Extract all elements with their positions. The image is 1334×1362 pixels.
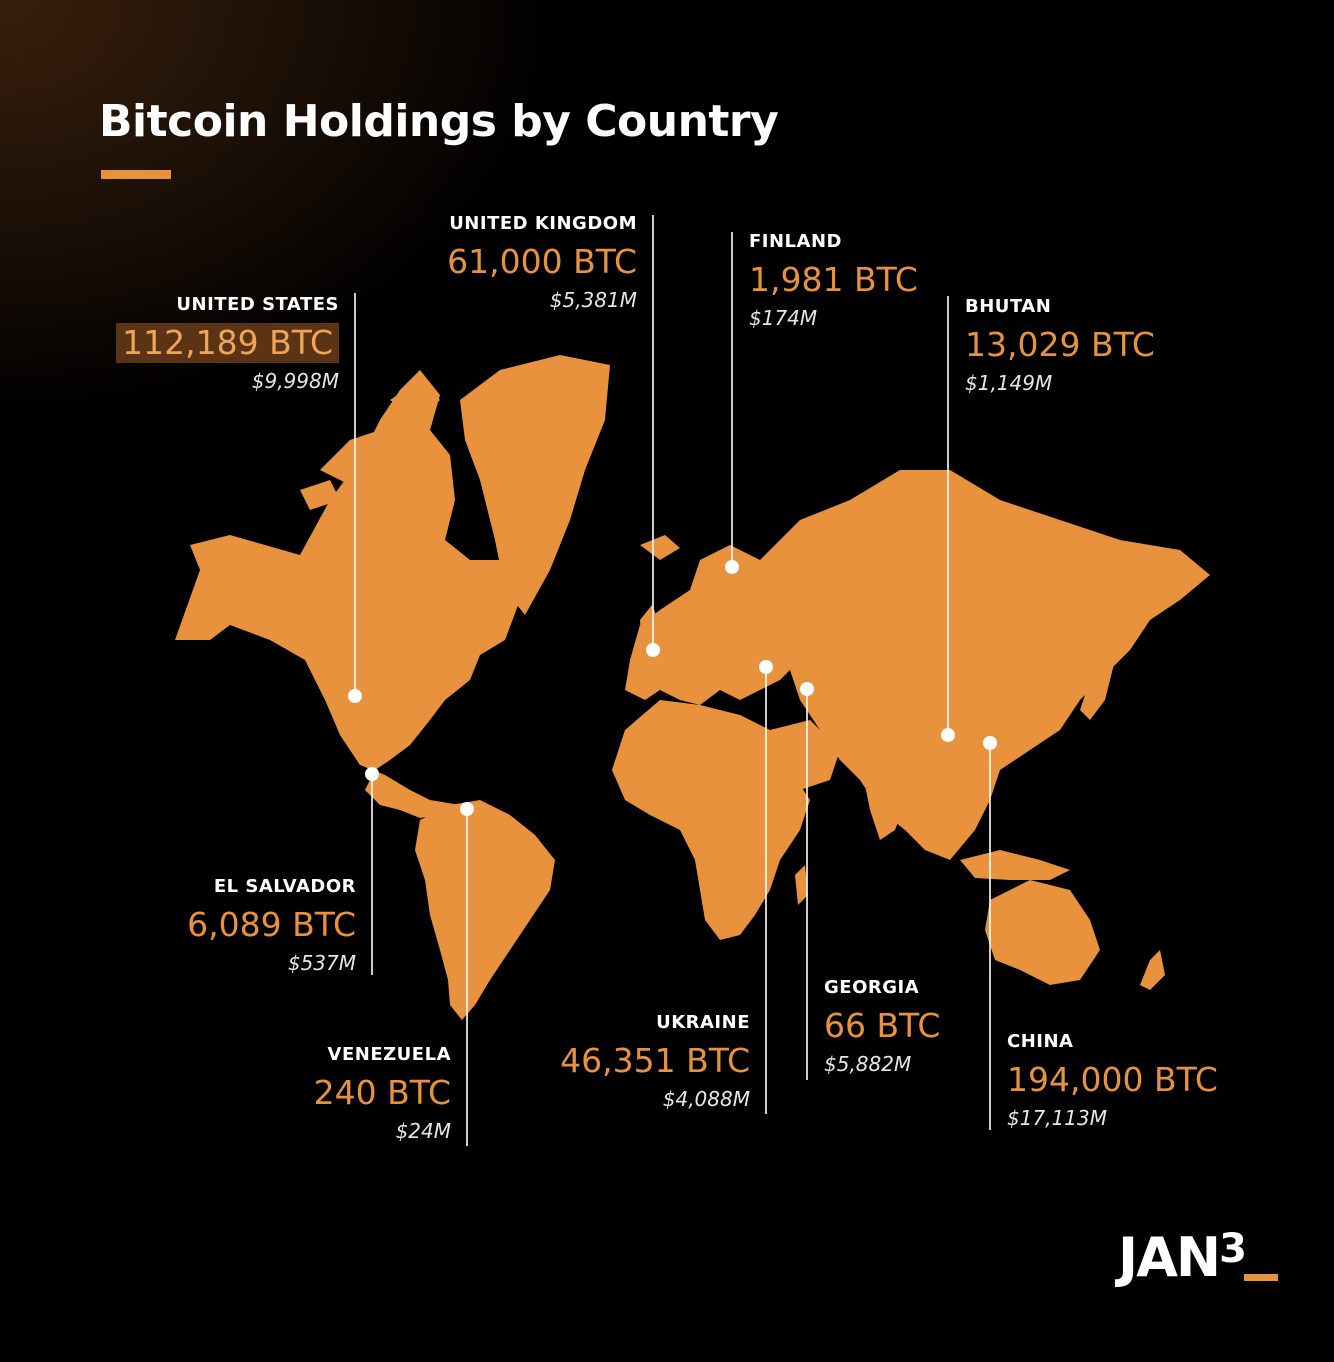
label-venezuela: VENEZUELA 240 BTC $24M [314, 1044, 451, 1143]
country-name: CHINA [1007, 1031, 1074, 1052]
usd-value: $5,882M [824, 1052, 912, 1076]
label-china: CHINA 194,000 BTC $17,113M [1007, 1031, 1218, 1130]
btc-amount: 240 BTC [313, 1073, 451, 1112]
jan3-logo: JAN3 [1118, 1226, 1247, 1289]
marker-united-states [348, 689, 362, 703]
location-markers [348, 560, 997, 816]
country-name: BHUTAN [965, 296, 1052, 317]
usd-value: $1,149M [965, 371, 1053, 395]
marker-finland [725, 560, 739, 574]
africa-shape [612, 700, 810, 940]
japan-shape [1080, 650, 1115, 720]
logo-text: JAN [1118, 1226, 1221, 1289]
label-united-kingdom: UNITED KINGDOM 61,000 BTC $5,381M [447, 213, 637, 312]
marker-venezuela [460, 802, 474, 816]
north-america-shape [175, 370, 520, 830]
india-shape [860, 760, 910, 840]
btc-amount: 61,000 BTC [447, 242, 637, 281]
marker-united-kingdom [646, 643, 660, 657]
label-united-states: UNITED STATES 112,189 BTC $9,998M [116, 294, 339, 393]
usd-value: $17,113M [1007, 1106, 1107, 1130]
country-name: GEORGIA [824, 977, 920, 998]
page-title: Bitcoin Holdings by Country [99, 96, 779, 147]
btc-amount: 66 BTC [824, 1006, 941, 1045]
europe-shape [625, 545, 800, 705]
usd-value: $174M [749, 306, 818, 330]
country-name: FINLAND [749, 231, 842, 252]
marker-bhutan [941, 728, 955, 742]
uk-shape [640, 605, 660, 650]
continents [175, 355, 1210, 1020]
marker-china [983, 736, 997, 750]
btc-amount: 112,189 BTC [116, 323, 339, 363]
country-name: EL SALVADOR [213, 876, 356, 897]
country-name: UNITED KINGDOM [449, 213, 637, 234]
usd-value: $537M [287, 951, 356, 975]
usd-value: $9,998M [251, 369, 339, 393]
label-bhutan: BHUTAN 13,029 BTC $1,149M [965, 296, 1155, 395]
btc-amount: 1,981 BTC [749, 260, 918, 299]
btc-amount: 46,351 BTC [560, 1041, 750, 1080]
leader-lines [354, 215, 991, 1146]
logo-superscript: 3 [1219, 1226, 1247, 1272]
btc-amount: 194,000 BTC [1007, 1060, 1218, 1099]
new-zealand-shape [1140, 950, 1165, 990]
label-ukraine: UKRAINE 46,351 BTC $4,088M [560, 1012, 750, 1111]
label-finland: FINLAND 1,981 BTC $174M [749, 231, 918, 330]
title-underline [101, 170, 171, 179]
country-name: UKRAINE [656, 1012, 750, 1033]
arctic-islands-shape [300, 380, 440, 510]
marker-ukraine [759, 660, 773, 674]
asia-shape [760, 470, 1210, 860]
south-america-shape [415, 800, 555, 1020]
marker-el-salvador [365, 767, 379, 781]
indonesia-shape [960, 850, 1070, 880]
usd-value: $24M [395, 1119, 451, 1143]
greenland-shape [460, 355, 610, 615]
label-georgia: GEORGIA 66 BTC $5,882M [824, 977, 940, 1076]
country-name: VENEZUELA [327, 1044, 451, 1065]
madagascar-shape [795, 865, 808, 905]
arabia-shape [770, 720, 840, 790]
usd-value: $4,088M [662, 1087, 750, 1111]
logo-underline [1244, 1274, 1278, 1281]
marker-georgia [800, 682, 814, 696]
australia-shape [985, 880, 1100, 985]
label-el-salvador: EL SALVADOR 6,089 BTC $537M [187, 876, 356, 975]
btc-amount: 13,029 BTC [965, 325, 1155, 364]
country-name: UNITED STATES [176, 294, 339, 315]
btc-amount: 6,089 BTC [187, 905, 356, 944]
usd-value: $5,381M [549, 288, 637, 312]
iceland-shape [640, 535, 680, 560]
